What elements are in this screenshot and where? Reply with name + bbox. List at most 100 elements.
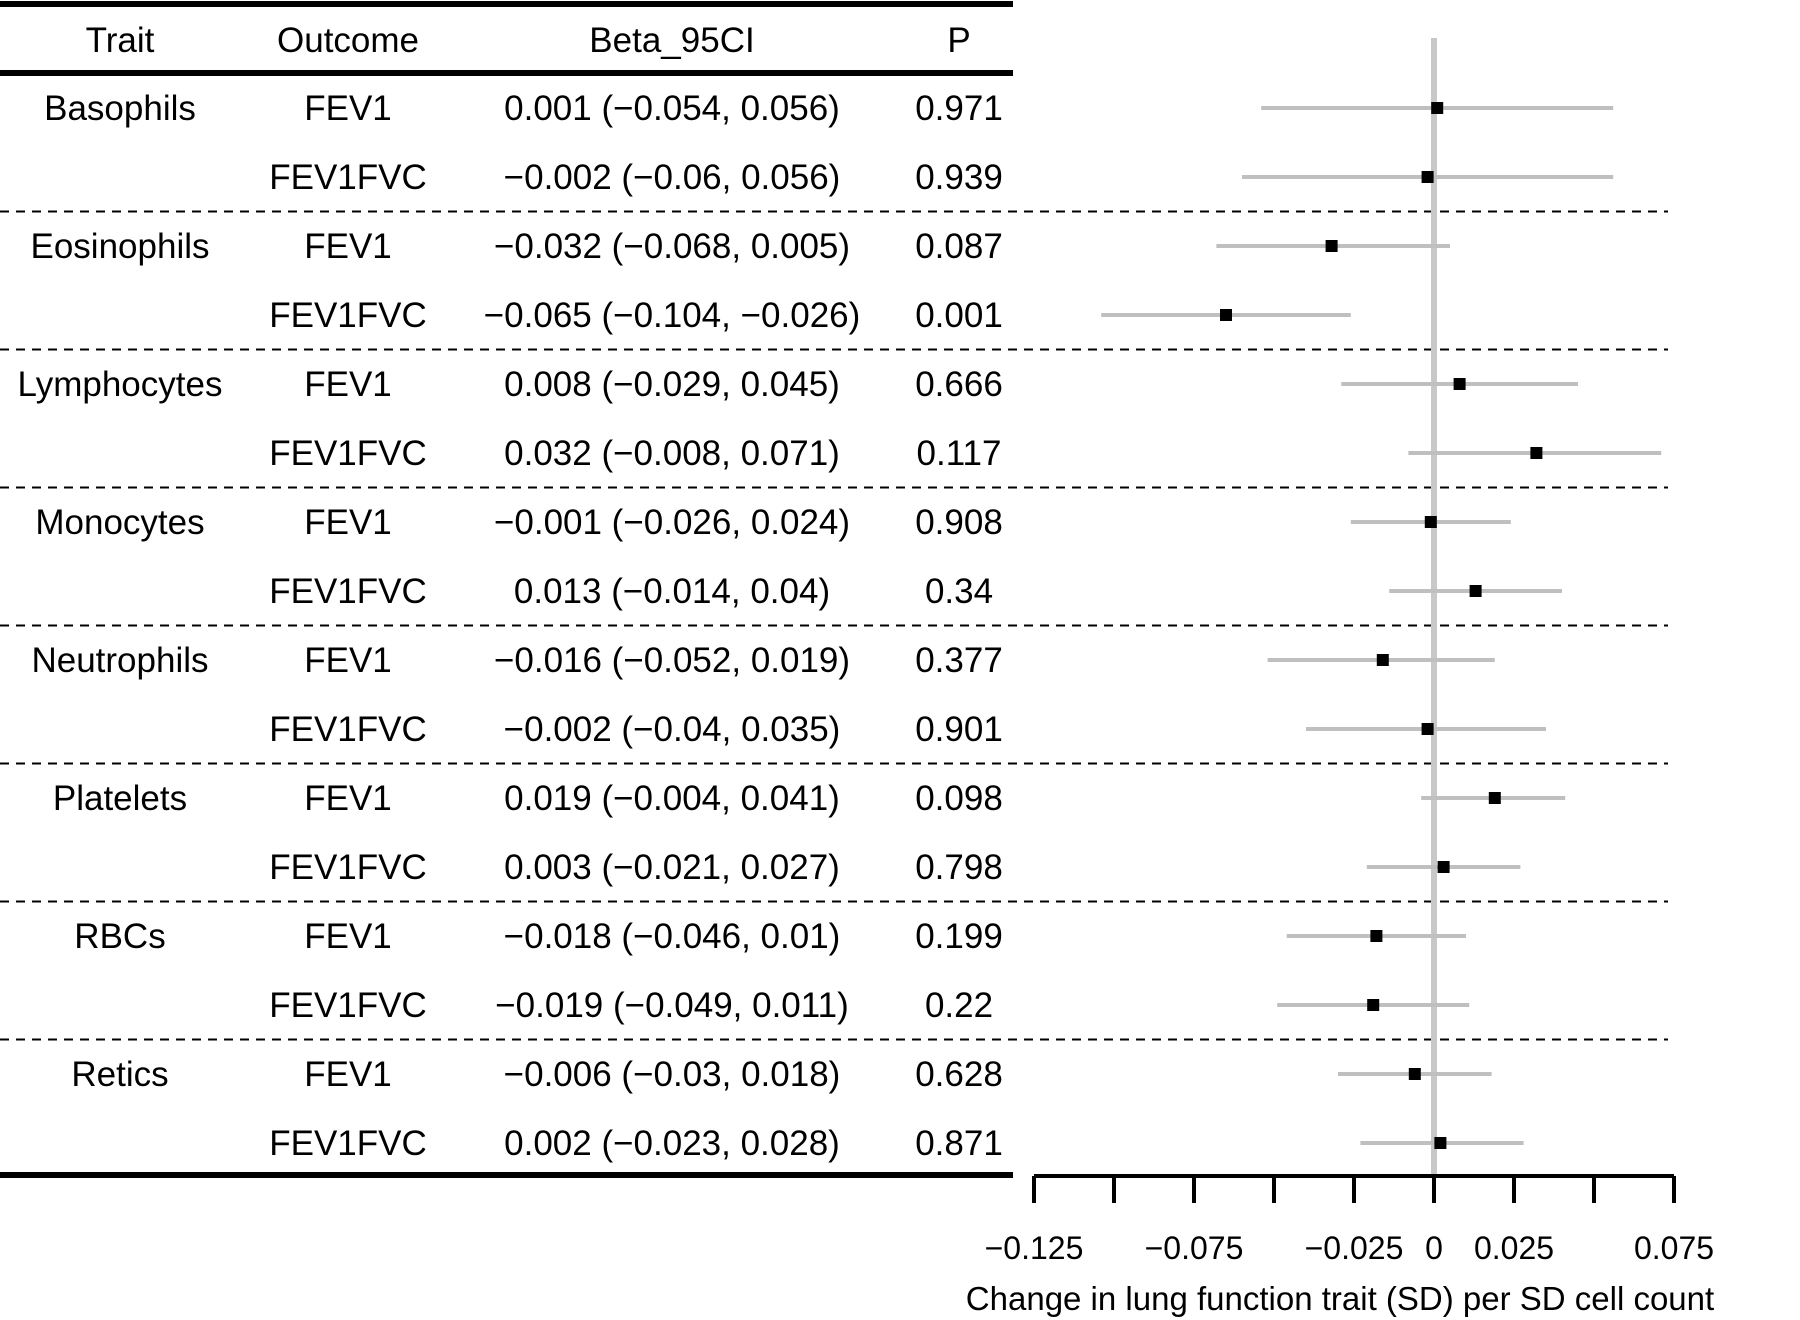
point-estimate xyxy=(1424,516,1437,528)
table-row: FEV1FVC 0.013 (−0.014, 0.04) 0.34 xyxy=(269,572,993,611)
x-axis: −0.125 −0.075 −0.025 0 0.025 0.075 xyxy=(985,1174,1714,1266)
x-tick-label: −0.075 xyxy=(1145,1230,1244,1266)
point-estimate xyxy=(1453,378,1466,390)
row-trait: Platelets xyxy=(53,779,187,818)
row-outcome: FEV1FVC xyxy=(269,572,427,611)
row-trait: Eosinophils xyxy=(31,227,210,266)
row-outcome: FEV1FVC xyxy=(269,296,427,335)
row-trait: Neutrophils xyxy=(31,641,208,680)
header-beta-95ci: Beta_95CI xyxy=(589,21,754,60)
table-row: Eosinophils FEV1 −0.032 (−0.068, 0.005) 0.0… xyxy=(31,227,1003,266)
point-estimate xyxy=(1325,240,1338,252)
table-row: Neutrophils FEV1 −0.016 (−0.052, 0.019) 0.3… xyxy=(31,641,1002,680)
row-p: 0.087 xyxy=(915,227,1003,266)
row-p: 0.377 xyxy=(915,641,1003,680)
row-p: 0.117 xyxy=(917,434,1002,473)
x-axis-label: Change in lung function trait (SD) per S… xyxy=(966,1280,1714,1317)
row-p: 0.971 xyxy=(915,89,1003,128)
table-row: FEV1FVC 0.032 (−0.008, 0.071) 0.117 xyxy=(269,434,1001,473)
row-outcome: FEV1 xyxy=(304,227,392,266)
row-p: 0.628 xyxy=(915,1055,1003,1094)
table-row: Retics FEV1 −0.006 (−0.03, 0.018) 0.628 xyxy=(71,1055,1002,1094)
row-beta-95ci: 0.013 (−0.014, 0.04) xyxy=(514,572,830,611)
row-beta-95ci: 0.019 (−0.004, 0.041) xyxy=(504,779,840,818)
point-estimate xyxy=(1376,654,1389,666)
row-trait: Lymphocytes xyxy=(18,365,223,404)
row-beta-95ci: −0.001 (−0.026, 0.024) xyxy=(494,503,850,542)
x-tick-label: −0.125 xyxy=(985,1230,1084,1266)
table-row: Lymphocytes FEV1 0.008 (−0.029, 0.045) 0.66… xyxy=(18,365,1003,404)
row-p: 0.901 xyxy=(915,710,1003,749)
table-row: FEV1FVC −0.065 (−0.104, −0.026) 0.001 xyxy=(269,296,1003,335)
row-p: 0.666 xyxy=(915,365,1003,404)
x-tick-label: 0.025 xyxy=(1474,1230,1554,1266)
row-p: 0.871 xyxy=(915,1124,1003,1163)
row-outcome: FEV1 xyxy=(304,503,392,542)
row-p: 0.098 xyxy=(915,779,1003,818)
row-trait: Retics xyxy=(71,1055,168,1094)
row-outcome: FEV1FVC xyxy=(269,434,427,473)
point-estimate xyxy=(1488,792,1501,804)
row-p: 0.199 xyxy=(915,917,1003,956)
table-row: Platelets FEV1 0.019 (−0.004, 0.041) 0.098 xyxy=(53,779,1003,818)
table-row: RBCs FEV1 −0.018 (−0.046, 0.01) 0.199 xyxy=(74,917,1003,956)
row-outcome: FEV1 xyxy=(304,89,392,128)
row-beta-95ci: −0.006 (−0.03, 0.018) xyxy=(504,1055,841,1094)
table-rows: Basophils FEV1 0.001 (−0.054, 0.056) 0.971 F… xyxy=(18,89,1003,1163)
row-outcome: FEV1FVC xyxy=(269,710,427,749)
row-beta-95ci: −0.002 (−0.06, 0.056) xyxy=(504,158,841,197)
row-outcome: FEV1 xyxy=(304,641,392,680)
row-trait: Monocytes xyxy=(35,503,204,542)
row-p: 0.34 xyxy=(925,572,993,611)
row-p: 0.001 xyxy=(915,296,1003,335)
row-p: 0.22 xyxy=(925,986,993,1025)
x-tick-label: 0 xyxy=(1425,1230,1443,1266)
row-beta-95ci: 0.032 (−0.008, 0.071) xyxy=(504,434,840,473)
point-estimate xyxy=(1370,930,1383,942)
point-estimate xyxy=(1530,447,1543,459)
row-outcome: FEV1FVC xyxy=(269,1124,427,1163)
row-beta-95ci: −0.032 (−0.068, 0.005) xyxy=(494,227,850,266)
row-beta-95ci: 0.001 (−0.054, 0.056) xyxy=(504,89,840,128)
table-row: Monocytes FEV1 −0.001 (−0.026, 0.024) 0.908 xyxy=(35,503,1002,542)
row-outcome: FEV1FVC xyxy=(269,848,427,887)
row-outcome: FEV1FVC xyxy=(269,986,427,1025)
table-row: FEV1FVC 0.002 (−0.023, 0.028) 0.871 xyxy=(269,1124,1003,1163)
point-estimate xyxy=(1434,1137,1447,1149)
table-row: FEV1FVC −0.002 (−0.06, 0.056) 0.939 xyxy=(269,158,1003,197)
row-beta-95ci: −0.018 (−0.046, 0.01) xyxy=(504,917,841,956)
row-outcome: FEV1 xyxy=(304,917,392,956)
row-beta-95ci: 0.003 (−0.021, 0.027) xyxy=(504,848,840,887)
row-outcome: FEV1 xyxy=(304,779,392,818)
row-p: 0.939 xyxy=(915,158,1003,197)
point-estimate xyxy=(1408,1068,1421,1080)
row-trait: Basophils xyxy=(44,89,196,128)
table-row: FEV1FVC −0.002 (−0.04, 0.035) 0.901 xyxy=(269,710,1003,749)
table-row: Basophils FEV1 0.001 (−0.054, 0.056) 0.971 xyxy=(44,89,1003,128)
x-tick-label: 0.075 xyxy=(1634,1230,1714,1266)
point-estimate xyxy=(1431,102,1444,114)
row-outcome: FEV1 xyxy=(304,365,392,404)
plot-area xyxy=(1101,38,1662,1178)
row-beta-95ci: −0.002 (−0.04, 0.035) xyxy=(504,710,841,749)
point-estimate xyxy=(1367,999,1380,1011)
row-beta-95ci: −0.065 (−0.104, −0.026) xyxy=(484,296,861,335)
row-beta-95ci: −0.019 (−0.049, 0.011) xyxy=(495,986,849,1025)
point-estimate xyxy=(1469,585,1482,597)
row-p: 0.798 xyxy=(915,848,1003,887)
row-beta-95ci: 0.002 (−0.023, 0.028) xyxy=(504,1124,840,1163)
point-estimate xyxy=(1220,309,1232,321)
group-separators xyxy=(0,210,1668,1041)
row-beta-95ci: −0.016 (−0.052, 0.019) xyxy=(494,641,850,680)
header-p: P xyxy=(947,21,970,60)
row-outcome: FEV1FVC xyxy=(269,158,427,197)
row-trait: RBCs xyxy=(74,917,165,956)
point-estimate xyxy=(1437,861,1450,873)
table-row: FEV1FVC −0.019 (−0.049, 0.011) 0.22 xyxy=(269,986,993,1025)
point-estimate xyxy=(1421,171,1434,183)
table-header: Trait Outcome Beta_95CI P xyxy=(86,21,971,60)
table-row: FEV1FVC 0.003 (−0.021, 0.027) 0.798 xyxy=(269,848,1003,887)
row-beta-95ci: 0.008 (−0.029, 0.045) xyxy=(504,365,840,404)
header-trait: Trait xyxy=(86,21,155,60)
